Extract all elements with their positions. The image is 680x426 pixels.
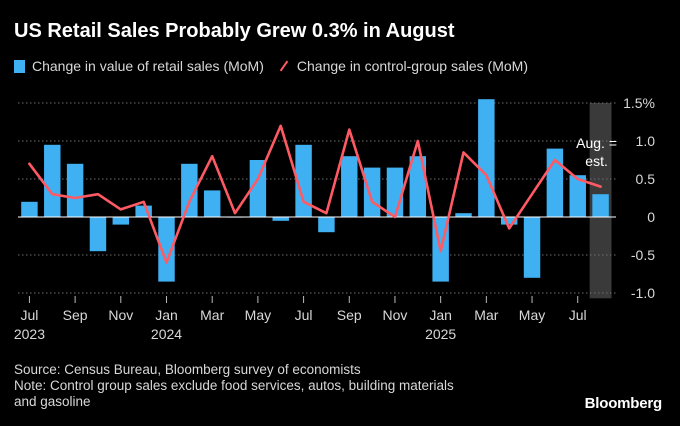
- retail-sales-bar: [455, 213, 472, 217]
- x-tick-month: May: [519, 307, 545, 323]
- y-tick-label: 1.0: [636, 133, 656, 149]
- x-tick-month: Jul: [295, 307, 313, 323]
- x-tick-year: 2023: [14, 326, 45, 342]
- retail-sales-bar: [409, 156, 427, 217]
- source-note: Source: Census Bureau, Bloomberg survey …: [14, 362, 361, 377]
- chart-title: US Retail Sales Probably Grew 0.3% in Au…: [14, 20, 455, 42]
- definition-note-line2: and gasoline: [14, 394, 91, 409]
- definition-note-line1: Note: Control group sales exclude food s…: [14, 378, 454, 393]
- y-tick-label: -1.0: [631, 285, 655, 301]
- legend-line-label: Change in control-group sales (MoM): [296, 58, 528, 74]
- x-tick-month: Nov: [108, 307, 133, 323]
- retail-sales-bar: [295, 144, 312, 217]
- x-tick-month: Jul: [569, 307, 587, 323]
- x-tick-month: Mar: [474, 307, 498, 323]
- chart-footer: Source: Census Bureau, Bloomberg survey …: [14, 362, 454, 410]
- retail-sales-bar: [203, 190, 221, 217]
- retail-sales-bar: [569, 175, 586, 217]
- y-tick-label: -0.5: [631, 247, 655, 263]
- retail-sales-bar: [523, 217, 541, 278]
- retail-sales-bar: [181, 163, 198, 217]
- retail-sales-bar: [158, 217, 175, 282]
- retail-sales-bar: [44, 144, 61, 217]
- estimate-annotation: est.: [585, 153, 608, 169]
- bloomberg-logo: Bloomberg: [584, 395, 663, 412]
- retail-sales-bar: [341, 156, 358, 217]
- control-group-line: [28, 124, 602, 264]
- x-tick-month: Jan: [155, 307, 178, 323]
- x-tick-year: 2025: [425, 326, 456, 342]
- chart-legend: Change in value of retail sales (MoM) Ch…: [14, 58, 528, 74]
- y-tick-label: 0: [647, 209, 655, 225]
- x-tick-year: 2024: [151, 326, 182, 342]
- retail-sales-bar: [112, 217, 130, 225]
- x-tick-month: Sep: [63, 307, 88, 323]
- retail-sales-bar: [592, 194, 609, 217]
- retail-sales-bar: [386, 167, 404, 217]
- retail-sales-bar: [135, 205, 152, 217]
- retail-sales-chart: 1.5% 1.0 0.5 0 -0.5 -1.0 Aug. = est. Jul 2023 Sep N…: [14, 95, 656, 342]
- retail-sales-bar: [89, 217, 107, 252]
- retail-sales-bar: [272, 217, 289, 221]
- retail-sales-bar: [500, 217, 518, 225]
- x-tick-month: Nov: [383, 307, 408, 323]
- x-tick-month: Mar: [200, 307, 224, 323]
- retail-sales-bar: [249, 160, 267, 217]
- y-tick-label: 0.5: [636, 171, 656, 187]
- y-tick-label: 1.5%: [623, 95, 655, 111]
- x-tick-month: Jan: [429, 307, 452, 323]
- x-tick-month: Sep: [337, 307, 362, 323]
- x-tick-month: Jul: [20, 307, 38, 323]
- retail-sales-bar: [66, 163, 84, 217]
- estimate-annotation: Aug. =: [576, 135, 617, 151]
- x-tick-month: May: [245, 307, 271, 323]
- retail-sales-bar: [478, 99, 495, 217]
- retail-sales-bar: [318, 217, 335, 233]
- legend-bar-swatch: [14, 59, 25, 73]
- retail-sales-bar: [363, 167, 381, 217]
- legend-bar-label: Change in value of retail sales (MoM): [32, 58, 264, 74]
- retail-sales-bar: [21, 201, 38, 217]
